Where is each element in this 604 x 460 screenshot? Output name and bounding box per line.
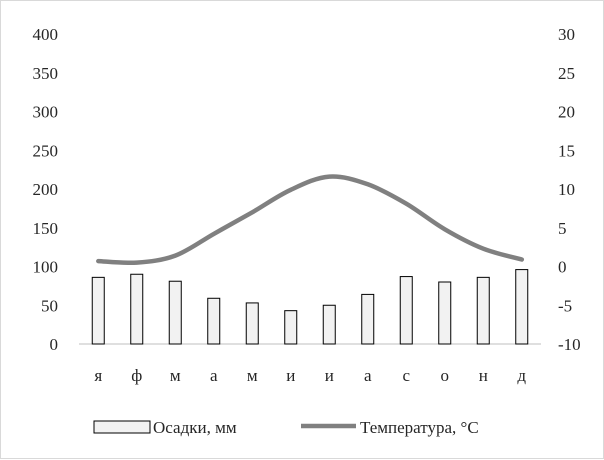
left-axis-tick-label: 350 xyxy=(33,64,59,83)
right-axis-tick-label: 20 xyxy=(558,103,575,122)
precipitation-bar xyxy=(438,281,452,345)
right-axis-tick-label: 25 xyxy=(558,64,575,83)
right-axis-tick-label: 30 xyxy=(558,25,575,44)
right-axis-ticks: -10 -5 0 5 10 15 20 25 30 xyxy=(558,25,581,354)
x-axis-tick-label: и xyxy=(286,366,295,385)
temperature-line xyxy=(96,174,525,266)
legend-precipitation-swatch xyxy=(93,420,151,434)
x-axis-tick-label: н xyxy=(479,366,488,385)
precipitation-bar xyxy=(207,297,221,345)
left-axis-tick-label: 100 xyxy=(33,258,59,277)
x-axis-tick-label: м xyxy=(247,366,258,385)
precipitation-bar xyxy=(130,273,144,345)
x-axis-tick-label: я xyxy=(94,366,102,385)
precipitation-bar xyxy=(91,276,105,345)
precipitation-bar xyxy=(361,293,375,345)
x-axis-tick-label: д xyxy=(517,366,526,385)
x-axis-tick-label: и xyxy=(325,366,334,385)
precipitation-bar xyxy=(399,276,413,345)
x-axis-tick-label: а xyxy=(364,366,372,385)
left-axis-tick-label: 400 xyxy=(33,25,59,44)
precipitation-bar xyxy=(284,310,298,345)
precipitation-bars xyxy=(91,269,529,345)
left-axis-ticks: 0 50 100 150 200 250 300 350 400 xyxy=(33,25,59,354)
precipitation-bar xyxy=(168,280,182,345)
left-axis-tick-label: 50 xyxy=(41,296,58,315)
right-axis-tick-label: -5 xyxy=(558,296,572,315)
legend: Осадки, мм Температура, °С xyxy=(93,418,479,437)
x-axis-tick-label: с xyxy=(402,366,410,385)
right-axis-tick-label: 0 xyxy=(558,258,567,277)
left-axis-tick-label: 150 xyxy=(33,219,59,238)
left-axis-tick-label: 200 xyxy=(33,180,59,199)
x-axis-tick-label: а xyxy=(210,366,218,385)
left-axis-tick-label: 250 xyxy=(33,141,59,160)
right-axis-tick-label: 5 xyxy=(558,219,567,238)
left-axis-tick-label: 0 xyxy=(50,335,59,354)
legend-temperature-label: Температура, °С xyxy=(360,418,479,437)
left-axis-tick-label: 300 xyxy=(33,103,59,122)
x-axis-tick-label: ф xyxy=(131,366,142,385)
right-axis-tick-label: 10 xyxy=(558,180,575,199)
precipitation-bar xyxy=(322,304,336,345)
x-axis-tick-label: м xyxy=(170,366,181,385)
legend-precipitation-label: Осадки, мм xyxy=(153,418,237,437)
precipitation-bar xyxy=(245,302,259,345)
precipitation-bar xyxy=(476,276,490,345)
precipitation-bar xyxy=(515,269,529,345)
x-axis-tick-label: о xyxy=(441,366,450,385)
right-axis-tick-label: -10 xyxy=(558,335,581,354)
right-axis-tick-label: 15 xyxy=(558,141,575,160)
